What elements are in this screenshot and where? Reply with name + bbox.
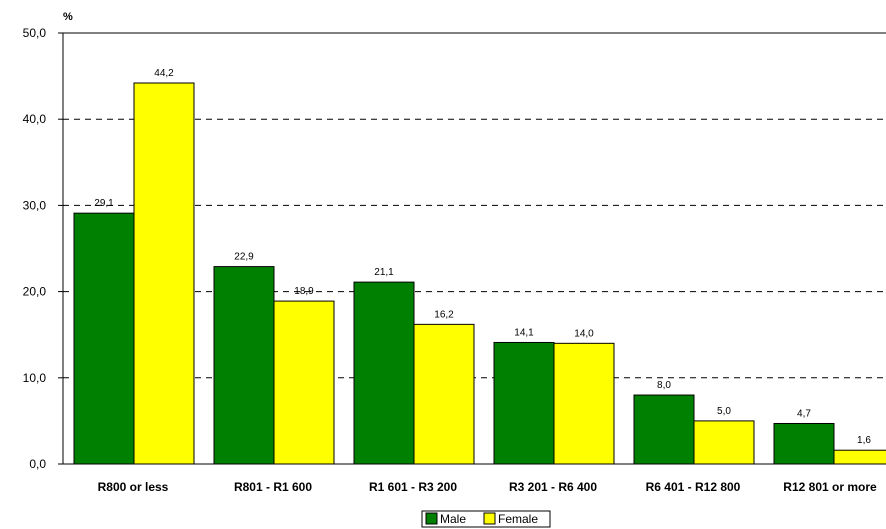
y-tick-labels: 0,0 10,0 20,0 30,0 40,0 50,0 [23,26,47,471]
data-label: 14,1 [514,327,534,338]
y-tick-label: 0,0 [29,457,46,471]
y-tick-label: 10,0 [23,371,47,385]
bar-male [73,212,135,465]
category-label: R6 401 - R12 800 [646,480,741,494]
bar-male [633,394,695,465]
data-label: 44,2 [154,68,174,79]
legend-label-male: Male [440,512,466,526]
bar-female [413,323,475,465]
category-label: R3 201 - R6 400 [509,480,597,494]
bar-male [213,266,275,465]
legend: Male Female [421,510,551,528]
y-tick-label: 30,0 [23,198,47,212]
bar-male [353,281,415,465]
data-labels: 29,1 44,2 22,9 18,9 21,1 16,2 14,1 14,0 8,0 5,0 4,… [94,68,871,446]
bar-male [493,341,555,465]
data-label: 8,0 [657,380,671,391]
data-label: 21,1 [374,267,394,278]
bar-female [693,420,755,465]
bar-male [773,422,835,465]
category-label: R1 601 - R3 200 [369,480,457,494]
legend-label-female: Female [498,512,538,526]
category-label: R801 - R1 600 [234,480,312,494]
data-label: 29,1 [94,198,114,209]
category-label: R800 or less [98,480,169,494]
bar-female [553,342,615,465]
data-label: 16,2 [434,309,454,320]
data-label: 18,9 [294,286,314,297]
gridlines [63,32,886,379]
legend-swatch-female [483,512,496,525]
y-tick-label: 40,0 [23,112,47,126]
data-label: 22,9 [234,252,254,263]
bar-female [833,449,886,465]
y-tick-label: 20,0 [23,285,47,299]
bars [73,82,886,465]
bar-female [273,300,335,465]
data-label: 14,0 [574,328,594,339]
category-labels: R800 or less R801 - R1 600 R1 601 - R3 200… [98,480,877,494]
data-label: 1,6 [857,435,871,446]
legend-swatch-male [425,512,438,525]
y-tick-label: 50,0 [23,26,47,40]
category-label: R12 801 or more [783,480,877,494]
data-label: 4,7 [797,408,811,419]
axes [58,32,886,465]
y-axis-unit-label: % [63,11,73,23]
bar-female [133,82,195,465]
data-label: 5,0 [717,406,731,417]
